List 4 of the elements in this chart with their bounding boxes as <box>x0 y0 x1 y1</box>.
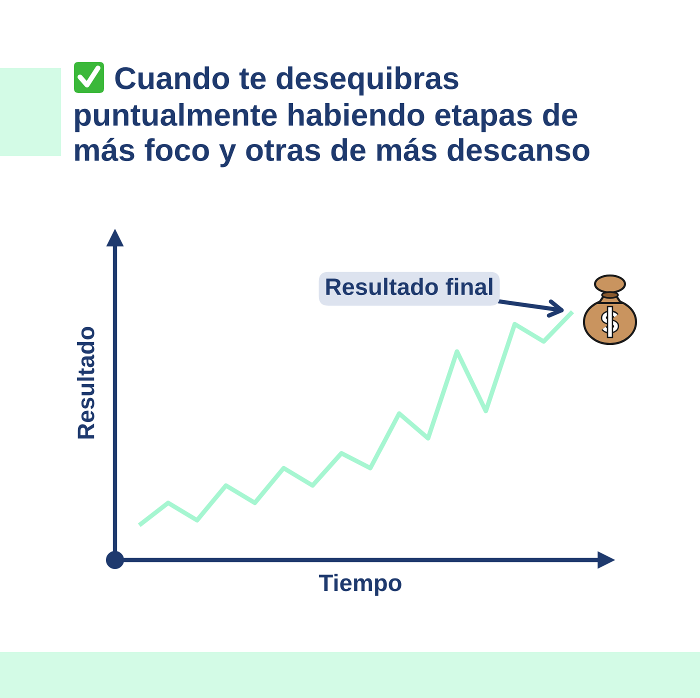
chart-title: Cuando te desequibras puntualmente habiendo etapas de más foco y otras de más descanso <box>75 66 590 168</box>
y-axis-title: Resultado <box>76 326 94 438</box>
text: Resultado final <box>326 278 492 296</box>
x-axis-title: Tiempo <box>319 574 402 596</box>
